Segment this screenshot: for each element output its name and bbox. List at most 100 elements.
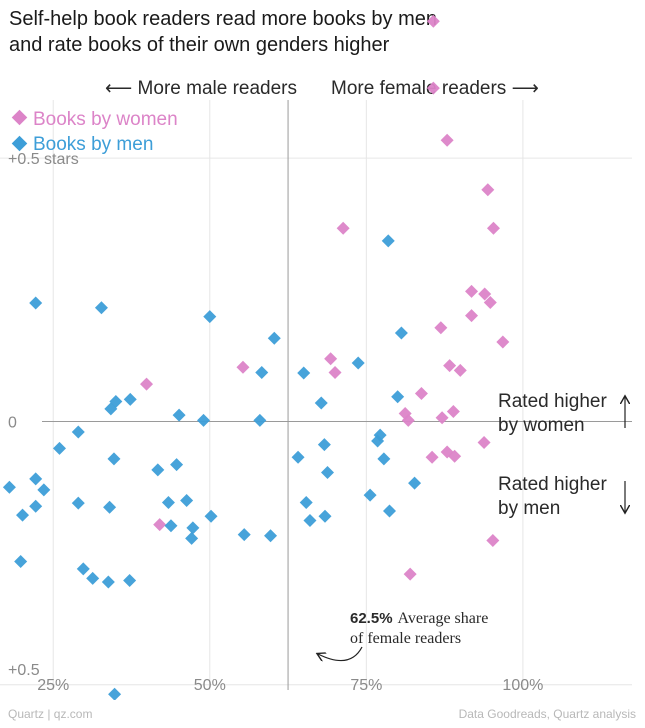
- legend-label-books-by-men: Books by men: [33, 134, 153, 155]
- point-men-7: [255, 365, 269, 379]
- rated-higher-by-women-line1: Rated higher: [498, 391, 607, 412]
- legend-swatch-books-by-women: [11, 109, 28, 126]
- annotation-arrow-icon: [318, 646, 363, 661]
- point-men-23: [377, 452, 391, 466]
- point-men-48: [237, 528, 251, 542]
- point-men-54: [123, 573, 137, 587]
- point-men-46: [186, 521, 200, 535]
- point-women-2: [440, 133, 454, 147]
- point-men-14: [172, 408, 186, 422]
- title-line-2: and rate books of their own genders high…: [9, 34, 390, 56]
- point-women-8: [483, 295, 497, 309]
- point-men-34: [161, 496, 175, 510]
- rated-higher-by-men-line1: Rated higher: [498, 474, 607, 495]
- point-men-43: [303, 513, 317, 527]
- point-women-25: [448, 449, 462, 463]
- point-men-39: [383, 504, 397, 518]
- point-men-9: [391, 390, 405, 404]
- point-men-10: [123, 392, 137, 406]
- point-men-44: [164, 519, 178, 533]
- point-women-13: [443, 359, 457, 373]
- point-women-1: [426, 81, 440, 95]
- axis-lines: [42, 100, 632, 690]
- point-men-26: [151, 463, 165, 477]
- point-men-8: [297, 366, 311, 380]
- x-tick-label-1: 50%: [194, 677, 226, 694]
- point-women-15: [236, 360, 250, 374]
- point-women-29: [153, 518, 167, 532]
- point-men-6: [351, 356, 365, 370]
- legend-label-books-by-women: Books by women: [33, 109, 178, 130]
- point-women-21: [435, 411, 449, 425]
- point-men-19: [371, 434, 385, 448]
- x-axis-tick-labels: 25% 50% 75% 100%: [37, 677, 543, 694]
- average-share-annotation-line1: 62.5% Average share: [350, 610, 488, 627]
- point-men-22: [291, 450, 305, 464]
- point-women-7: [478, 287, 492, 301]
- point-women-0: [426, 14, 440, 28]
- chart-title: Self-help book readers read more books b…: [9, 6, 639, 58]
- scatter-chart: +0.5 stars 0 +0.5 25% 50% 75% 100% ⟵ More mal…: [0, 14, 632, 700]
- point-men-50: [14, 555, 28, 569]
- point-men-15: [197, 413, 211, 427]
- point-men-42: [318, 509, 332, 523]
- point-men-25: [170, 458, 184, 472]
- point-women-26: [425, 450, 439, 464]
- point-men-52: [86, 571, 100, 585]
- point-men-2: [94, 301, 108, 315]
- x-tick-label-0: 25%: [37, 677, 69, 694]
- point-women-16: [328, 365, 342, 379]
- point-women-20: [446, 404, 460, 418]
- point-men-28: [29, 472, 43, 486]
- point-women-28: [403, 567, 417, 581]
- series-books-by-women: [140, 14, 510, 581]
- point-women-14: [453, 363, 467, 377]
- point-men-5: [267, 331, 281, 345]
- point-men-32: [363, 488, 377, 502]
- point-men-55: [108, 687, 122, 700]
- point-women-10: [434, 321, 448, 335]
- average-share-annotation: 62.5% Average share of female readers: [318, 610, 488, 661]
- point-women-3: [481, 183, 495, 197]
- point-men-0: [381, 234, 395, 248]
- point-women-5: [336, 221, 350, 235]
- series-books-by-men: [2, 234, 422, 700]
- point-men-35: [180, 493, 194, 507]
- y-tick-label-1: 0: [8, 414, 17, 431]
- point-men-13: [104, 402, 118, 416]
- point-men-21: [52, 441, 66, 455]
- footer-source-right: Data Goodreads, Quartz analysis: [458, 707, 636, 721]
- point-men-37: [299, 496, 313, 510]
- point-men-30: [408, 476, 422, 490]
- point-women-17: [140, 377, 154, 391]
- point-men-12: [314, 396, 328, 410]
- point-men-17: [71, 425, 85, 439]
- rated-higher-by-men-line2: by men: [498, 498, 560, 519]
- y-tick-label-2: +0.5: [8, 662, 40, 679]
- point-women-18: [414, 387, 428, 401]
- side-labels: Rated higher by women Rated higher by me…: [498, 391, 625, 519]
- x-tick-label-2: 75%: [350, 677, 382, 694]
- average-share-value: 62.5%: [350, 610, 393, 627]
- point-men-31: [37, 483, 51, 497]
- point-men-53: [101, 575, 115, 589]
- point-women-9: [465, 309, 479, 323]
- footer-source-left: Quartz | qz.com: [8, 707, 93, 721]
- point-women-23: [477, 436, 491, 450]
- point-men-36: [103, 500, 117, 514]
- point-men-27: [321, 466, 335, 480]
- point-men-38: [29, 499, 43, 513]
- point-men-4: [394, 326, 408, 340]
- y-tick-label-0: +0.5 stars: [8, 151, 79, 168]
- average-share-annotation-line2: of female readers: [350, 630, 461, 647]
- point-men-40: [16, 508, 30, 522]
- point-men-3: [203, 310, 217, 324]
- point-men-1: [29, 296, 43, 310]
- grid-lines: [0, 100, 632, 690]
- point-women-22: [401, 413, 415, 427]
- point-men-41: [204, 509, 218, 523]
- point-men-47: [185, 531, 199, 545]
- point-men-49: [264, 529, 278, 543]
- legend: Books by women Books by men: [11, 109, 178, 155]
- point-men-24: [107, 452, 121, 466]
